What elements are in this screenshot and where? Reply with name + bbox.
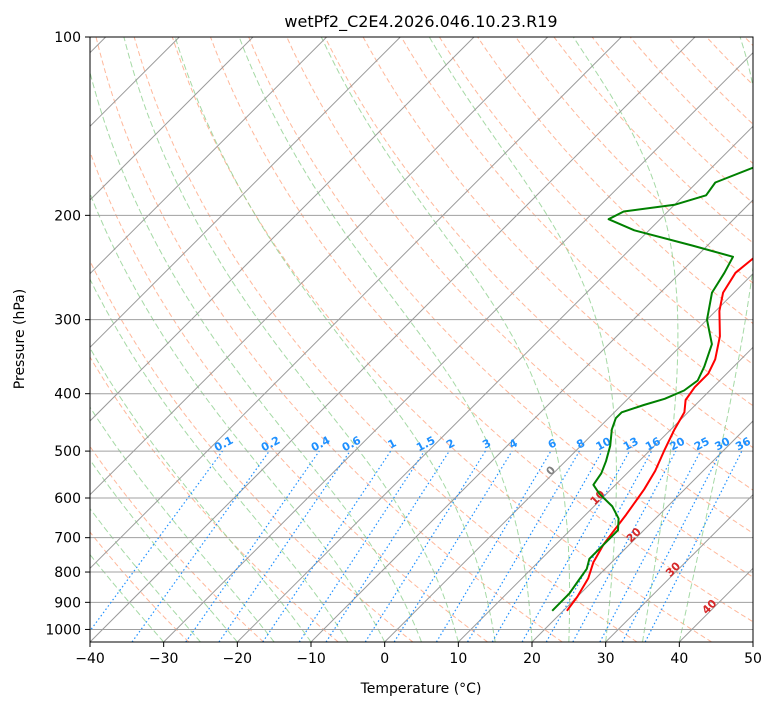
isotherm-line <box>90 37 475 422</box>
temperature-profile <box>566 257 753 612</box>
mixing-ratio-line <box>364 450 486 642</box>
x-tick-label: −10 <box>296 651 326 667</box>
y-tick-label: 100 <box>54 30 81 46</box>
x-tick-label: 30 <box>597 651 615 667</box>
x-tick-label: 50 <box>744 651 762 667</box>
moist-adiabat <box>90 347 312 642</box>
dry-adiabat <box>400 37 753 407</box>
mixing-ratio-line <box>185 450 320 642</box>
y-axis-label: Pressure (hPa) <box>12 289 28 389</box>
isotherm-line <box>163 51 753 642</box>
isotherm-line <box>236 125 753 642</box>
x-tick-label: −40 <box>75 651 105 667</box>
y-tick-label: 800 <box>54 565 81 581</box>
y-tick-label: 900 <box>54 595 81 611</box>
mixing-ratio-label: 16 <box>643 435 663 454</box>
y-tick-label: 700 <box>54 531 81 547</box>
dry-adiabat <box>90 356 339 642</box>
dry-adiabat <box>171 37 712 642</box>
isotherm-line <box>90 37 622 570</box>
mixing-ratio-line <box>218 450 351 642</box>
mixing-ratio-line <box>435 450 552 642</box>
mixing-ratio-line <box>466 450 580 642</box>
x-tick-label: 20 <box>523 651 541 667</box>
isotherm-line <box>457 346 753 642</box>
moist-adiabat <box>90 192 386 642</box>
x-axis-label: Temperature (°C) <box>360 681 482 697</box>
x-tick-label: 40 <box>670 651 688 667</box>
moist-adiabat <box>90 459 238 642</box>
mixing-ratio-line <box>545 450 653 642</box>
mixing-ratio-label: 20 <box>667 435 687 454</box>
dry-adiabat <box>515 37 753 284</box>
moist-adiabat <box>90 406 275 642</box>
moist-adiabat <box>90 507 201 642</box>
dry-adiabat <box>95 37 563 642</box>
y-axis: 100 200 300 400 500 600 700 800 900 1000 <box>45 30 90 638</box>
plot-frame <box>89 36 754 643</box>
dry-adiabat <box>248 37 753 578</box>
isotherm-line <box>310 199 753 642</box>
dry-adiabat <box>90 445 264 642</box>
isotherm-line <box>531 420 753 642</box>
background-lines <box>90 37 753 642</box>
isotherm-line <box>605 493 753 642</box>
y-tick-label: 400 <box>54 387 81 403</box>
moist-adiabat <box>174 37 496 642</box>
dry-adiabat <box>438 37 753 366</box>
mixing-ratio-label: 36 <box>733 435 753 454</box>
x-tick-label: −20 <box>223 651 253 667</box>
isotherm-line <box>90 37 696 642</box>
y-tick-label: 300 <box>54 313 81 329</box>
mixing-ratio-line <box>393 450 513 642</box>
chart-title: wetPf2_C2E4.2026.046.10.23.R19 <box>284 12 557 32</box>
y-tick-label: 500 <box>54 444 81 460</box>
x-axis: −40 −30 −20 −10 0 10 20 30 40 50 <box>75 642 762 667</box>
y-tick-label: 600 <box>54 491 81 507</box>
moist-adiabat <box>90 553 165 642</box>
x-tick-label: 10 <box>449 651 467 667</box>
dewpoint-profile <box>551 166 753 612</box>
mixing-ratio-label: 13 <box>621 435 641 454</box>
isotherm-line <box>384 272 753 642</box>
moist-adiabat <box>238 37 533 642</box>
mixing-ratio-label: 25 <box>692 435 712 454</box>
x-tick-label: 0 <box>380 651 389 667</box>
isotherm-line <box>90 37 254 201</box>
isotherm-line <box>90 37 549 496</box>
y-tick-label: 1000 <box>45 622 81 638</box>
x-tick-label: −30 <box>149 651 179 667</box>
dry-adiabat <box>90 150 488 642</box>
mixing-ratio-line <box>491 450 603 642</box>
dry-adiabat <box>210 37 753 623</box>
moist-adiabat <box>123 37 459 642</box>
moist-adiabat <box>572 37 679 642</box>
mixing-ratio-line <box>572 450 677 642</box>
moist-adiabat <box>678 37 753 642</box>
moist-adiabat <box>428 37 617 642</box>
profiles <box>551 166 753 612</box>
mixing-ratio-line <box>325 450 450 642</box>
moist-adiabat <box>320 37 571 642</box>
dry-adiabat <box>324 37 753 491</box>
mixing-ratio-label: 30 <box>713 435 733 454</box>
isotherm-line <box>90 37 328 275</box>
moist-adiabat <box>90 70 422 642</box>
moist-adiabat <box>90 278 349 642</box>
dry-adiabat <box>90 531 190 642</box>
isotherm-line <box>90 37 401 349</box>
mixing-ratio-line <box>521 450 631 642</box>
y-tick-label: 200 <box>54 208 81 224</box>
